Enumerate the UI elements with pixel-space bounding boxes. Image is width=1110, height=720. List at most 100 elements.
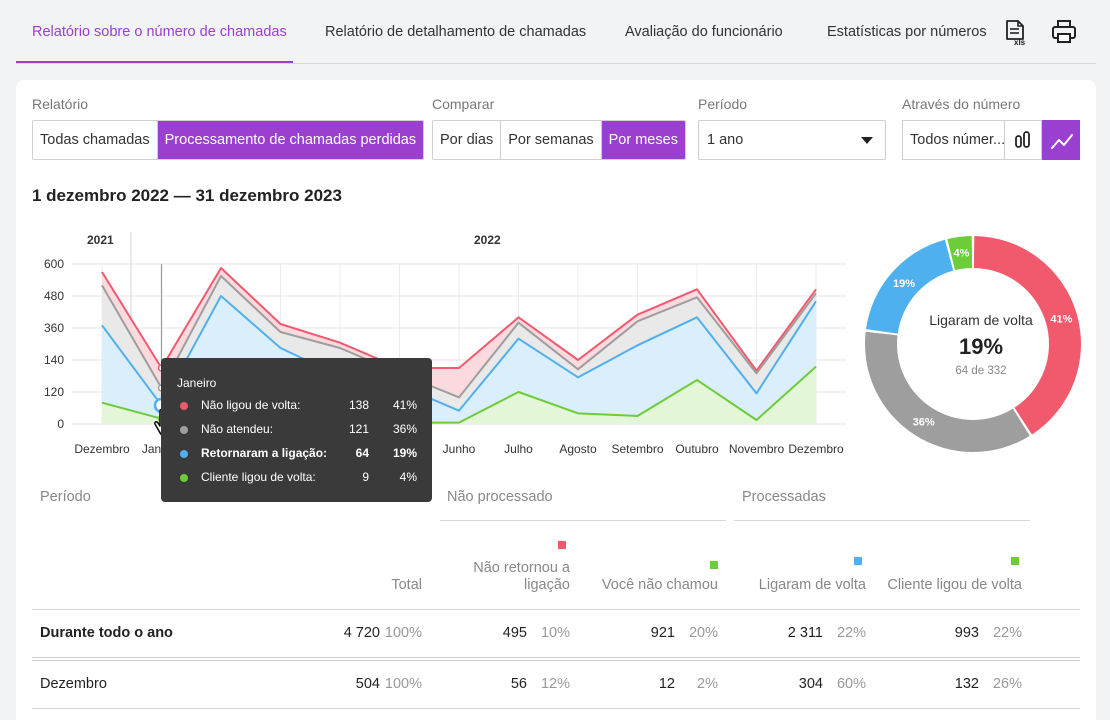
donut-center-title: Ligaram de volta: [929, 312, 1033, 328]
compare-label: Comparar: [432, 96, 495, 112]
table-row-divider: [32, 660, 1080, 661]
bar-chart-icon[interactable]: [1004, 120, 1042, 160]
col-you-not-called-header: Você não chamou: [601, 577, 718, 593]
tab-employee-evaluation[interactable]: Avaliação do funcionário: [625, 24, 783, 40]
chart-tooltip: Janeiro Não ligou de volta: 138 41% Não ate…: [161, 358, 432, 502]
tooltip-row: Não atendeu: 121 36%: [161, 422, 432, 438]
printer-icon[interactable]: [1050, 18, 1078, 46]
tooltip-series-name: Não ligou de volta:: [201, 398, 301, 412]
tooltip-series-pct: 19%: [392, 446, 417, 460]
row-you-not-called-pct: 2%: [697, 676, 718, 692]
donut-slice-label: 19%: [893, 278, 915, 290]
tooltip-title: Janeiro: [177, 376, 217, 390]
period-label: Período: [698, 96, 748, 112]
col-client-called-back-header: Cliente ligou de volta: [887, 577, 1022, 593]
row-client-called-back: 132: [954, 676, 979, 692]
period-select[interactable]: 1 ano: [698, 120, 886, 160]
donut-center-value: 19%: [958, 334, 1004, 359]
row-label: Dezembro: [40, 676, 107, 692]
row-called-back-pct: 60%: [836, 676, 866, 692]
col-called-back-header: Ligaram de volta: [758, 577, 866, 593]
not-returned-swatch: [558, 541, 566, 549]
report-option-all-calls[interactable]: Todas chamadas: [33, 121, 158, 159]
tooltip-series-value: 9: [362, 470, 369, 484]
table-row-divider: [32, 657, 1080, 658]
compare-by-months[interactable]: Por meses: [601, 121, 685, 159]
table-header-divider: [32, 609, 1080, 610]
tab-number-statistics[interactable]: Estatísticas por números: [827, 24, 987, 40]
row-called-back: 2 311: [787, 625, 823, 641]
tooltip-series-name: Não atendeu:: [201, 422, 274, 436]
xls-export-icon[interactable]: xls: [1002, 18, 1030, 47]
row-you-not-called-pct: 20%: [688, 625, 718, 641]
row-you-not-called: 921: [650, 625, 675, 641]
row-not-returned: 495: [502, 625, 527, 641]
number-select[interactable]: Todos númer...: [902, 120, 1006, 160]
donut-slice: [866, 239, 954, 334]
tooltip-row: Retornaram a ligação: 64 19%: [161, 446, 432, 462]
tooltip-series-value: 121: [348, 422, 369, 436]
tabs-divider: [16, 63, 1096, 64]
client-called-back-swatch: [1011, 557, 1019, 565]
donut-slice: [973, 236, 1081, 435]
report-label: Relatório: [32, 96, 89, 112]
tooltip-series-pct: 4%: [399, 470, 417, 484]
tooltip-series-pct: 41%: [392, 398, 417, 412]
tab-call-detail-report[interactable]: Relatório de detalhamento de chamadas: [325, 24, 587, 40]
compare-by-weeks[interactable]: Por semanas: [501, 121, 602, 159]
row-client-called-back: 993: [954, 625, 979, 641]
report-option-missed-processing[interactable]: Processamento de chamadas perdidas: [157, 121, 424, 159]
unprocessed-group-header: Não processado: [447, 489, 553, 505]
tooltip-series-value: 64: [355, 446, 369, 460]
tooltip-series-value: 138: [348, 398, 369, 412]
donut-slice: [865, 331, 1030, 452]
unprocessed-group-line: [440, 520, 726, 521]
row-total: 504: [355, 676, 380, 692]
donut-slice-label: 41%: [1050, 313, 1072, 325]
donut-slice-label: 36%: [913, 417, 935, 429]
processed-group-line: [734, 520, 1030, 521]
row-you-not-called: 12: [658, 676, 675, 692]
date-range-title: 1 dezembro 2022 — 31 dezembro 2023: [32, 186, 342, 205]
tooltip-row: Não ligou de volta: 138 41%: [161, 398, 432, 414]
chevron-down-icon: [861, 137, 873, 144]
row-client-called-back-pct: 22%: [992, 625, 1022, 641]
tab-calls-count-report[interactable]: Relatório sobre o número de chamadas: [32, 24, 287, 40]
report-tabs: Relatório sobre o número de chamadas Rel…: [0, 0, 1110, 64]
compare-by-days[interactable]: Por dias: [433, 121, 502, 159]
called-back-swatch: [854, 557, 862, 565]
number-label: Através do número: [902, 96, 1021, 112]
compare-toggle: Por dias Por semanas Por meses: [432, 120, 686, 160]
legend-dot: [180, 426, 188, 434]
line-chart-icon[interactable]: [1042, 120, 1080, 160]
row-total: 4 720: [343, 625, 380, 641]
table-row-divider: [32, 708, 1080, 709]
active-tab-indicator: [16, 61, 293, 63]
period-column-header: Período: [40, 489, 91, 505]
tooltip-row: Cliente ligou de volta: 9 4%: [161, 470, 432, 486]
row-label: Durante todo o ano: [40, 625, 173, 641]
row-called-back-pct: 22%: [836, 625, 866, 641]
donut-slice-label: 4%: [954, 248, 970, 260]
row-total-pct: 100%: [384, 676, 422, 692]
row-client-called-back-pct: 26%: [992, 676, 1022, 692]
row-total-pct: 100%: [384, 625, 422, 641]
calls-donut-chart: 41% 36% 19% 4%: [865, 236, 1081, 452]
donut-center-sub: 64 de 332: [955, 365, 1007, 377]
report-type-toggle: Todas chamadas Processamento de chamadas…: [32, 120, 425, 160]
you-not-called-swatch: [710, 561, 718, 569]
row-not-returned-pct: 10%: [540, 625, 570, 641]
row-called-back: 304: [798, 676, 823, 692]
processed-group-header: Processadas: [742, 489, 826, 505]
tooltip-series-name: Retornaram a ligação:: [201, 446, 328, 460]
svg-text:xls: xls: [1014, 38, 1026, 46]
legend-dot: [180, 450, 188, 458]
legend-dot: [180, 474, 188, 482]
tooltip-series-pct: 36%: [392, 422, 417, 436]
legend-dot: [180, 402, 188, 410]
col-not-returned-header: Não retornou a ligação: [473, 560, 570, 593]
row-not-returned: 56: [510, 676, 527, 692]
period-value: 1 ano: [707, 132, 744, 148]
col-total-header: Total: [391, 577, 422, 593]
tooltip-series-name: Cliente ligou de volta:: [201, 470, 316, 484]
